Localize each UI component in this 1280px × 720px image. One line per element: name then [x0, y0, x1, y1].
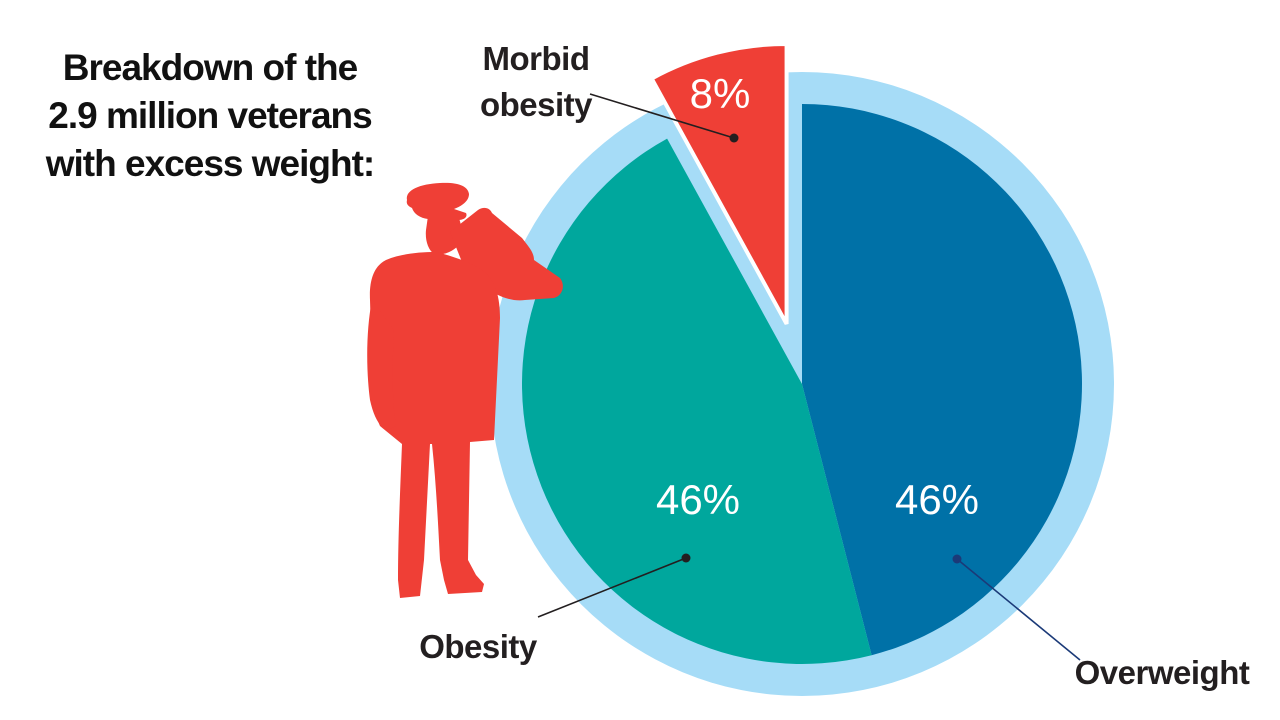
legend-label-morbid-line-1: Morbid — [483, 40, 590, 77]
pie-slices — [521, 41, 1083, 665]
slice-label-morbid-obesity: 8% — [690, 70, 751, 117]
leader-line-morbid-obesity — [589, 93, 735, 139]
pie-slice-overweight — [802, 104, 1083, 656]
leader-line-overweight — [956, 558, 1081, 661]
chart-title-line-1: Breakdown of the — [62, 47, 358, 88]
chart-title-line-3: with excess weight: — [45, 143, 376, 184]
slice-label-obesity: 46% — [656, 476, 740, 523]
saluting-soldier-icon — [367, 182, 563, 598]
legend-label-morbid-line-2: obesity — [480, 86, 593, 123]
legend-label-overweight: Overweight — [1075, 654, 1250, 691]
pie-slice-obesity — [521, 138, 872, 665]
leader-line-morbid-obesity-dot — [729, 133, 739, 143]
chart-title: Breakdown of the 2.9 million veterans wi… — [20, 44, 400, 188]
slice-label-overweight: 46% — [895, 476, 979, 523]
legend-label-obesity: Obesity — [419, 628, 538, 665]
leader-line-obesity — [537, 557, 687, 618]
pie-slice-morbid-obesity — [648, 41, 789, 325]
leader-line-obesity-dot — [681, 553, 691, 563]
chart-title-line-2: 2.9 million veterans — [48, 95, 372, 136]
leader-lines — [537, 93, 1081, 661]
leader-line-overweight-dot — [952, 554, 962, 564]
